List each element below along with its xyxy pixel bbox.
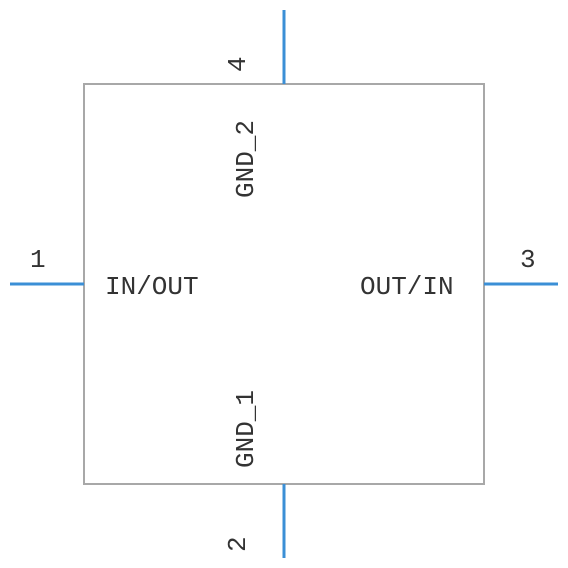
schematic-diagram xyxy=(0,0,568,568)
pin-4-label: 4 xyxy=(223,56,253,72)
pin-3-label: 3 xyxy=(520,245,536,275)
right-inside-label: OUT/IN xyxy=(360,272,454,302)
left-inside-label: IN/OUT xyxy=(105,272,199,302)
top-inside-label: GND_2 xyxy=(231,120,261,198)
pin-2-label: 2 xyxy=(223,536,253,552)
pin-1-label: 1 xyxy=(30,245,46,275)
bottom-inside-label: GND_1 xyxy=(231,390,261,468)
